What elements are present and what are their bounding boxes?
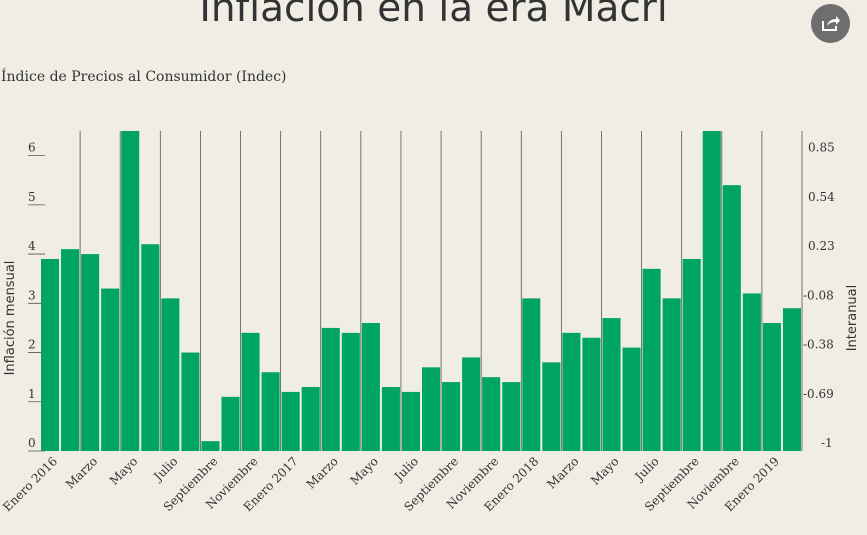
y-axis-label: Inflación mensual — [3, 261, 18, 376]
x-tick-label: Enero 2016 — [0, 454, 60, 514]
bar — [702, 131, 721, 451]
bar — [762, 323, 781, 451]
bar — [642, 268, 661, 451]
bar — [502, 382, 521, 451]
y2-axis-label: Interanual — [845, 285, 860, 352]
bar — [281, 391, 300, 451]
bar — [61, 249, 80, 451]
x-tick-label: Julio — [150, 454, 181, 485]
share-button[interactable] — [811, 4, 850, 43]
bar-series — [41, 131, 801, 451]
x-tick-label: Marzo — [544, 454, 581, 491]
y-tick-label: 4 — [28, 239, 36, 253]
x-tick-label: Mayo — [107, 454, 141, 488]
bar — [582, 337, 601, 451]
y-tick-label: 3 — [28, 288, 36, 302]
chart-title: Inflación en la era Macri — [199, 0, 668, 31]
bar — [181, 352, 200, 451]
bar — [101, 288, 120, 451]
bar — [782, 308, 801, 451]
bar — [81, 254, 100, 451]
bar — [261, 372, 280, 451]
left-axis-ticks: 0 1 2 3 4 5 6 — [28, 141, 36, 450]
bar — [442, 382, 461, 451]
bar — [542, 362, 561, 451]
x-tick-label: Marzo — [304, 454, 341, 491]
bar — [221, 396, 240, 451]
bar — [482, 377, 501, 451]
bar — [522, 298, 541, 451]
y2-tick-label: -0.08 — [803, 288, 834, 302]
y-tick-label: 1 — [28, 387, 36, 401]
x-tick-label: Marzo — [63, 454, 100, 491]
bar — [241, 332, 260, 451]
bar — [602, 318, 621, 451]
bar — [121, 131, 140, 451]
bar — [361, 323, 380, 451]
bar — [722, 185, 741, 451]
chart-subtitle: Índice de Precios al Consumidor (Indec) — [1, 69, 287, 85]
y2-tick-label: 0.54 — [808, 190, 835, 204]
bar — [381, 387, 400, 451]
y-tick-label: 2 — [28, 338, 36, 352]
y2-tick-label: -0.38 — [803, 338, 834, 352]
y-tick-label: 0 — [28, 436, 36, 450]
bar — [141, 244, 160, 451]
bar — [341, 332, 360, 451]
x-tick-label: Mayo — [588, 454, 622, 488]
x-tick-label: Julio — [390, 454, 421, 485]
grid-lines — [28, 131, 803, 452]
y2-tick-label: 0.85 — [808, 141, 835, 155]
bar — [41, 259, 60, 451]
bar — [422, 367, 441, 451]
y2-tick-label: -1 — [821, 436, 833, 450]
bar — [562, 332, 581, 451]
y2-tick-label: -0.69 — [803, 387, 834, 401]
x-tick-label: Julio — [631, 454, 662, 485]
bar — [662, 298, 681, 451]
bar — [682, 259, 701, 451]
bar — [401, 391, 420, 451]
y-tick-label: 5 — [28, 190, 36, 204]
y2-tick-label: 0.23 — [808, 239, 835, 253]
bar — [462, 357, 481, 451]
y-tick-label: 6 — [28, 141, 36, 155]
bar — [622, 347, 641, 451]
right-axis-ticks: -1 -0.69 -0.38 -0.08 0.23 0.54 0.85 — [803, 141, 835, 450]
bar — [161, 298, 180, 451]
bar — [301, 387, 320, 451]
bar — [742, 293, 761, 451]
x-tick-label: Mayo — [347, 454, 381, 488]
bar — [201, 441, 220, 451]
share-icon — [822, 16, 840, 31]
x-axis-ticks: Enero 2016 Marzo Mayo JulioSeptiembreNoviem… — [0, 454, 782, 514]
bar — [321, 327, 340, 451]
